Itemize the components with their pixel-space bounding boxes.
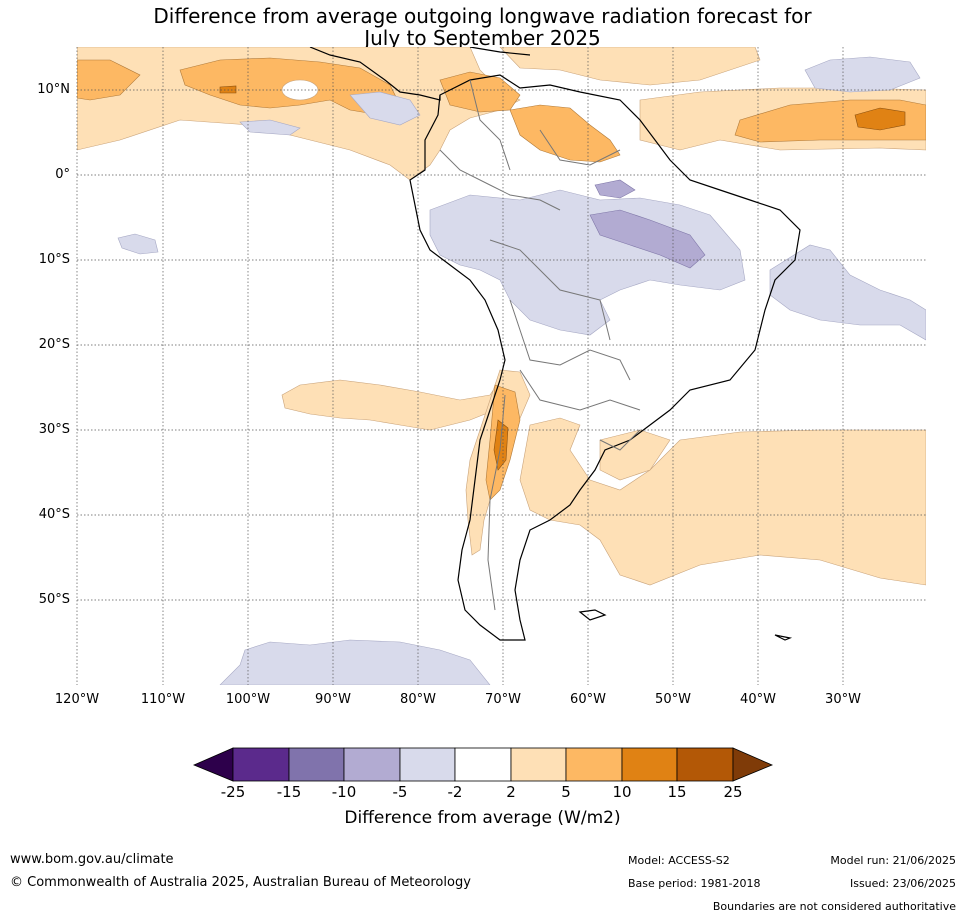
lat-label: 40°S [38,507,70,522]
lon-label: 100°W [225,692,271,707]
anomaly-region-atlantic-dark [854,107,906,131]
lat-label: 10°N [37,82,70,97]
footer-disclaimer: Boundaries are not considered authoritat… [712,900,956,913]
lon-label: 50°W [655,692,691,707]
lon-label: 30°W [825,692,861,707]
anomaly-region-amazon [429,189,746,336]
coastline-central-america [309,47,441,101]
coastlines [309,47,801,641]
colorbar-tick: -15 [276,783,302,801]
colorbar-tick: 2 [506,783,516,801]
anomaly-region-venezuela [509,104,621,163]
anomaly-region-pacific-hole [281,79,319,101]
colorbar [192,747,774,782]
lat-label: 0° [55,167,70,182]
lon-label: 60°W [570,692,606,707]
anomaly-region-north-atlantic-purple [804,56,921,93]
colorbar-min-arrow [192,747,234,782]
lon-label: 70°W [485,692,521,707]
colorbar-label: Difference from average (W/m2) [344,808,621,828]
footer-model: Model: ACCESS-S2 [628,854,730,867]
anomaly-region-east-pacific-south [281,379,501,431]
colorbar-tick: -25 [220,783,246,801]
colorbar-swatch [232,747,290,782]
lat-label: 50°S [38,592,70,607]
colorbar-swatch [399,747,456,782]
colorbar-swatch [343,747,401,782]
map-title-line2: July to September 2025 [364,26,601,50]
anomaly-region-south-pacific-purple [219,639,491,685]
anomaly-region-south-atlantic [519,417,926,586]
anomaly-region-brazil-east [769,244,926,341]
lat-label: 20°S [38,337,70,352]
colorbar-tick: 15 [667,783,687,801]
colorbar-tick: -2 [447,783,463,801]
lon-label: 80°W [400,692,436,707]
coastline-south-america [409,74,801,641]
footer-url[interactable]: www.bom.gov.au/climate [10,852,174,867]
lat-label: 10°S [38,252,70,267]
gridlines [76,47,926,685]
colorbar-swatch [676,747,734,782]
lon-label: 40°W [740,692,776,707]
anomaly-region-colombia [439,71,521,113]
lon-label: 110°W [140,692,186,707]
lon-label: 120°W [54,692,100,707]
footer-issued: Issued: 23/06/2025 [849,877,956,890]
colorbar-swatch [288,747,345,782]
anomaly-region-pacific-purple [349,91,421,126]
map-title-line1: Difference from average outgoing longwav… [153,4,812,28]
footer-copyright: © Commonwealth of Australia 2025, Austra… [10,875,471,890]
anomaly-region-andes-dark [493,419,509,471]
footer-model-run: Model run: 21/06/2025 [830,854,956,867]
anomaly-region-east-pacific-purple [117,233,159,255]
anomaly-field [77,47,926,685]
anomaly-region-pacific-orange-west [77,59,141,101]
colorbar-tick: -5 [392,783,408,801]
colorbar-swatch [565,747,623,782]
anomaly-region-amazon-core [589,209,706,269]
anomaly-region-pacific-purple-small [239,119,301,136]
colorbar-max-arrow [732,747,774,782]
lat-label: 30°S [38,422,70,437]
country-borders [439,79,641,611]
coastline-south-georgia [774,634,793,641]
anomaly-region-pacific-dark [219,85,237,94]
colorbar-swatch [510,747,567,782]
colorbar-tick: 25 [723,783,743,801]
anomaly-region-amazon-north [594,179,636,199]
coastline-caribbean-island [469,47,531,56]
colorbar-swatch [621,747,678,782]
footer-base-period: Base period: 1981-2018 [628,877,761,890]
colorbar-tick: -10 [331,783,357,801]
coastline-falklands [578,609,607,621]
lon-label: 90°W [315,692,351,707]
anomaly-region-caribbean [499,47,761,86]
colorbar-swatch [454,747,512,782]
colorbar-tick: 10 [612,783,632,801]
colorbar-tick: 5 [561,783,571,801]
